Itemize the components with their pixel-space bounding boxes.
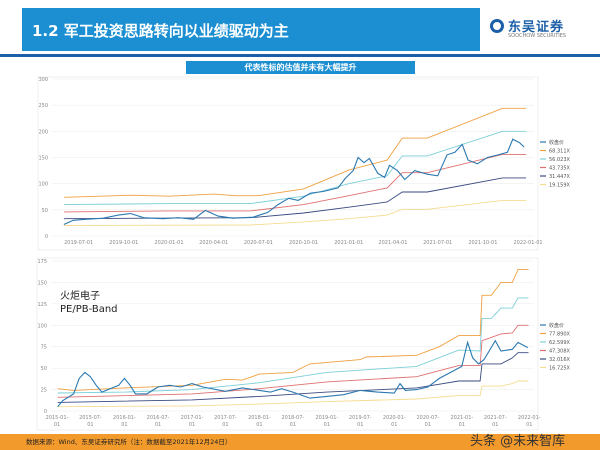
footer-bar: 数据来源：Wind、东吴证券研究所（注：数据截至2021年12月24日） bbox=[0, 434, 600, 450]
legend-label: 77.890X bbox=[549, 332, 570, 338]
y-tick-label: 200 bbox=[38, 129, 48, 135]
series-line bbox=[63, 130, 527, 206]
series-line bbox=[57, 297, 529, 394]
x-tick-label: 2018-01- bbox=[248, 415, 271, 421]
series-line bbox=[57, 324, 529, 398]
logo-subtext: SOOCHOW SECURITIES bbox=[508, 33, 567, 39]
x-tick-label-day: 01 bbox=[256, 422, 262, 428]
x-tick-label: 2021-07-01 bbox=[423, 240, 452, 246]
x-tick-label: 2019-01- bbox=[315, 415, 338, 421]
x-tick-label: 2020-04-01 bbox=[199, 240, 228, 246]
y-tick-label: 0 bbox=[45, 234, 48, 240]
x-tick-label: 2020-07- bbox=[417, 415, 440, 421]
x-tick-label: 2017-01- bbox=[181, 415, 204, 421]
y-tick-label: 300 bbox=[38, 77, 48, 83]
y-tick-label: 175 bbox=[37, 259, 47, 265]
y-tick-label: 100 bbox=[38, 182, 48, 188]
legend-label: 31.447X bbox=[549, 174, 570, 180]
legend-label: 32.016X bbox=[549, 357, 570, 363]
x-tick-label: 2021-04-01 bbox=[378, 240, 407, 246]
x-tick-label: 2017-07- bbox=[214, 415, 237, 421]
x-tick-label: 2015-07- bbox=[79, 415, 102, 421]
legend-label: 68.311X bbox=[549, 149, 570, 155]
x-tick-label-day: 01 bbox=[357, 422, 363, 428]
series-line bbox=[63, 177, 527, 220]
x-tick-label: 2021-01-01 bbox=[334, 240, 363, 246]
x-tick-label: 2021-07- bbox=[484, 415, 507, 421]
x-tick-label: 2020-10-01 bbox=[289, 240, 318, 246]
y-tick-label: 50 bbox=[42, 208, 48, 214]
x-tick-label: 2022-01-01 bbox=[514, 240, 543, 246]
chart-1: 0 50 100 150 200 250 300 2019-07-01 2019-10-01 20… bbox=[37, 76, 570, 251]
x-tick-label-day: 01 bbox=[459, 422, 465, 428]
x-tick-label-day: 01 bbox=[492, 422, 498, 428]
page-title: 1.2 军工投资思路转向以业绩驱动为主 bbox=[22, 8, 480, 51]
x-tick-label-day: 01 bbox=[54, 422, 60, 428]
y-tick-label: 0 bbox=[44, 409, 47, 415]
section-subtitle: 代表性标的估值并未有大幅提升 bbox=[186, 61, 415, 74]
brand-logo: 东吴证券 SOOCHOW SECURITIES bbox=[490, 16, 590, 46]
x-tick-label: 2019-10-01 bbox=[109, 240, 138, 246]
y-tick-label: 125 bbox=[37, 302, 47, 308]
legend-label: 收盘价 bbox=[549, 139, 564, 146]
y-tick-label: 250 bbox=[38, 103, 48, 109]
x-tick-label: 2015-01- bbox=[46, 415, 69, 421]
legend-label: 16.725X bbox=[549, 366, 570, 372]
source-note: 数据来源：Wind、东吴证券研究所（注：数据截至2021年12月24日） bbox=[26, 438, 232, 446]
x-tick-label: 2016-07- bbox=[147, 415, 170, 421]
x-tick-label: 2020-07-01 bbox=[244, 240, 273, 246]
y-tick-label: 25 bbox=[41, 388, 47, 394]
x-tick-label-day: 01 bbox=[425, 422, 431, 428]
series-line bbox=[63, 138, 525, 226]
chart-2: 02550751001251501752015-01-012015-07-012… bbox=[36, 257, 570, 431]
x-tick-label: 2022-01- bbox=[518, 415, 541, 421]
legend-label: 56.023X bbox=[549, 157, 570, 163]
legend-label: 19.159X bbox=[549, 183, 570, 189]
chart-frame bbox=[36, 257, 539, 431]
x-tick-label-day: 01 bbox=[391, 422, 397, 428]
x-tick-label: 2019-07-01 bbox=[64, 240, 93, 246]
x-tick-label: 2018-07- bbox=[282, 415, 305, 421]
x-tick-label: 2021-01- bbox=[450, 415, 473, 421]
x-tick-label-day: 01 bbox=[290, 422, 296, 428]
series-line bbox=[63, 107, 527, 198]
y-tick-label: 150 bbox=[38, 156, 48, 162]
x-tick-label-day: 01 bbox=[222, 422, 228, 428]
x-tick-label: 2016-01- bbox=[113, 415, 136, 421]
x-tick-label-day: 01 bbox=[155, 422, 161, 428]
x-tick-label-day: 01 bbox=[121, 422, 127, 428]
x-tick-label: 2021-10-01 bbox=[468, 240, 497, 246]
x-tick-label-day: 01 bbox=[87, 422, 93, 428]
logo-mark-icon bbox=[490, 19, 504, 33]
y-tick-label: 100 bbox=[37, 323, 47, 329]
y-tick-label: 75 bbox=[41, 345, 47, 351]
x-tick-label: 2020-01- bbox=[383, 415, 406, 421]
x-tick-label-day: 01 bbox=[324, 422, 330, 428]
logo-text: 东吴证券 bbox=[508, 20, 565, 35]
series-line bbox=[57, 269, 529, 391]
series-line bbox=[63, 153, 527, 213]
y-tick-label: 150 bbox=[37, 280, 47, 286]
chart-frame bbox=[37, 76, 539, 251]
y-tick-label: 50 bbox=[41, 366, 47, 372]
x-tick-label: 2020-01-01 bbox=[154, 240, 183, 246]
legend-label: 43.735X bbox=[549, 166, 570, 172]
x-tick-label-day: 01 bbox=[526, 422, 532, 428]
x-tick-label: 2019-07- bbox=[349, 415, 372, 421]
series-line bbox=[57, 352, 529, 403]
legend-label: 62.599X bbox=[549, 340, 570, 346]
watermark: 头条 @未来智库 bbox=[470, 434, 566, 449]
x-tick-label-day: 01 bbox=[189, 422, 195, 428]
series-line bbox=[63, 199, 527, 226]
legend-label: 47.308X bbox=[549, 349, 570, 355]
header-divider bbox=[0, 54, 600, 57]
series-line bbox=[57, 380, 529, 408]
series-line bbox=[57, 339, 529, 408]
legend-label: 收盘价 bbox=[549, 322, 564, 329]
chart-annotation: 火炬电子 PE/PB-Band bbox=[60, 291, 118, 315]
